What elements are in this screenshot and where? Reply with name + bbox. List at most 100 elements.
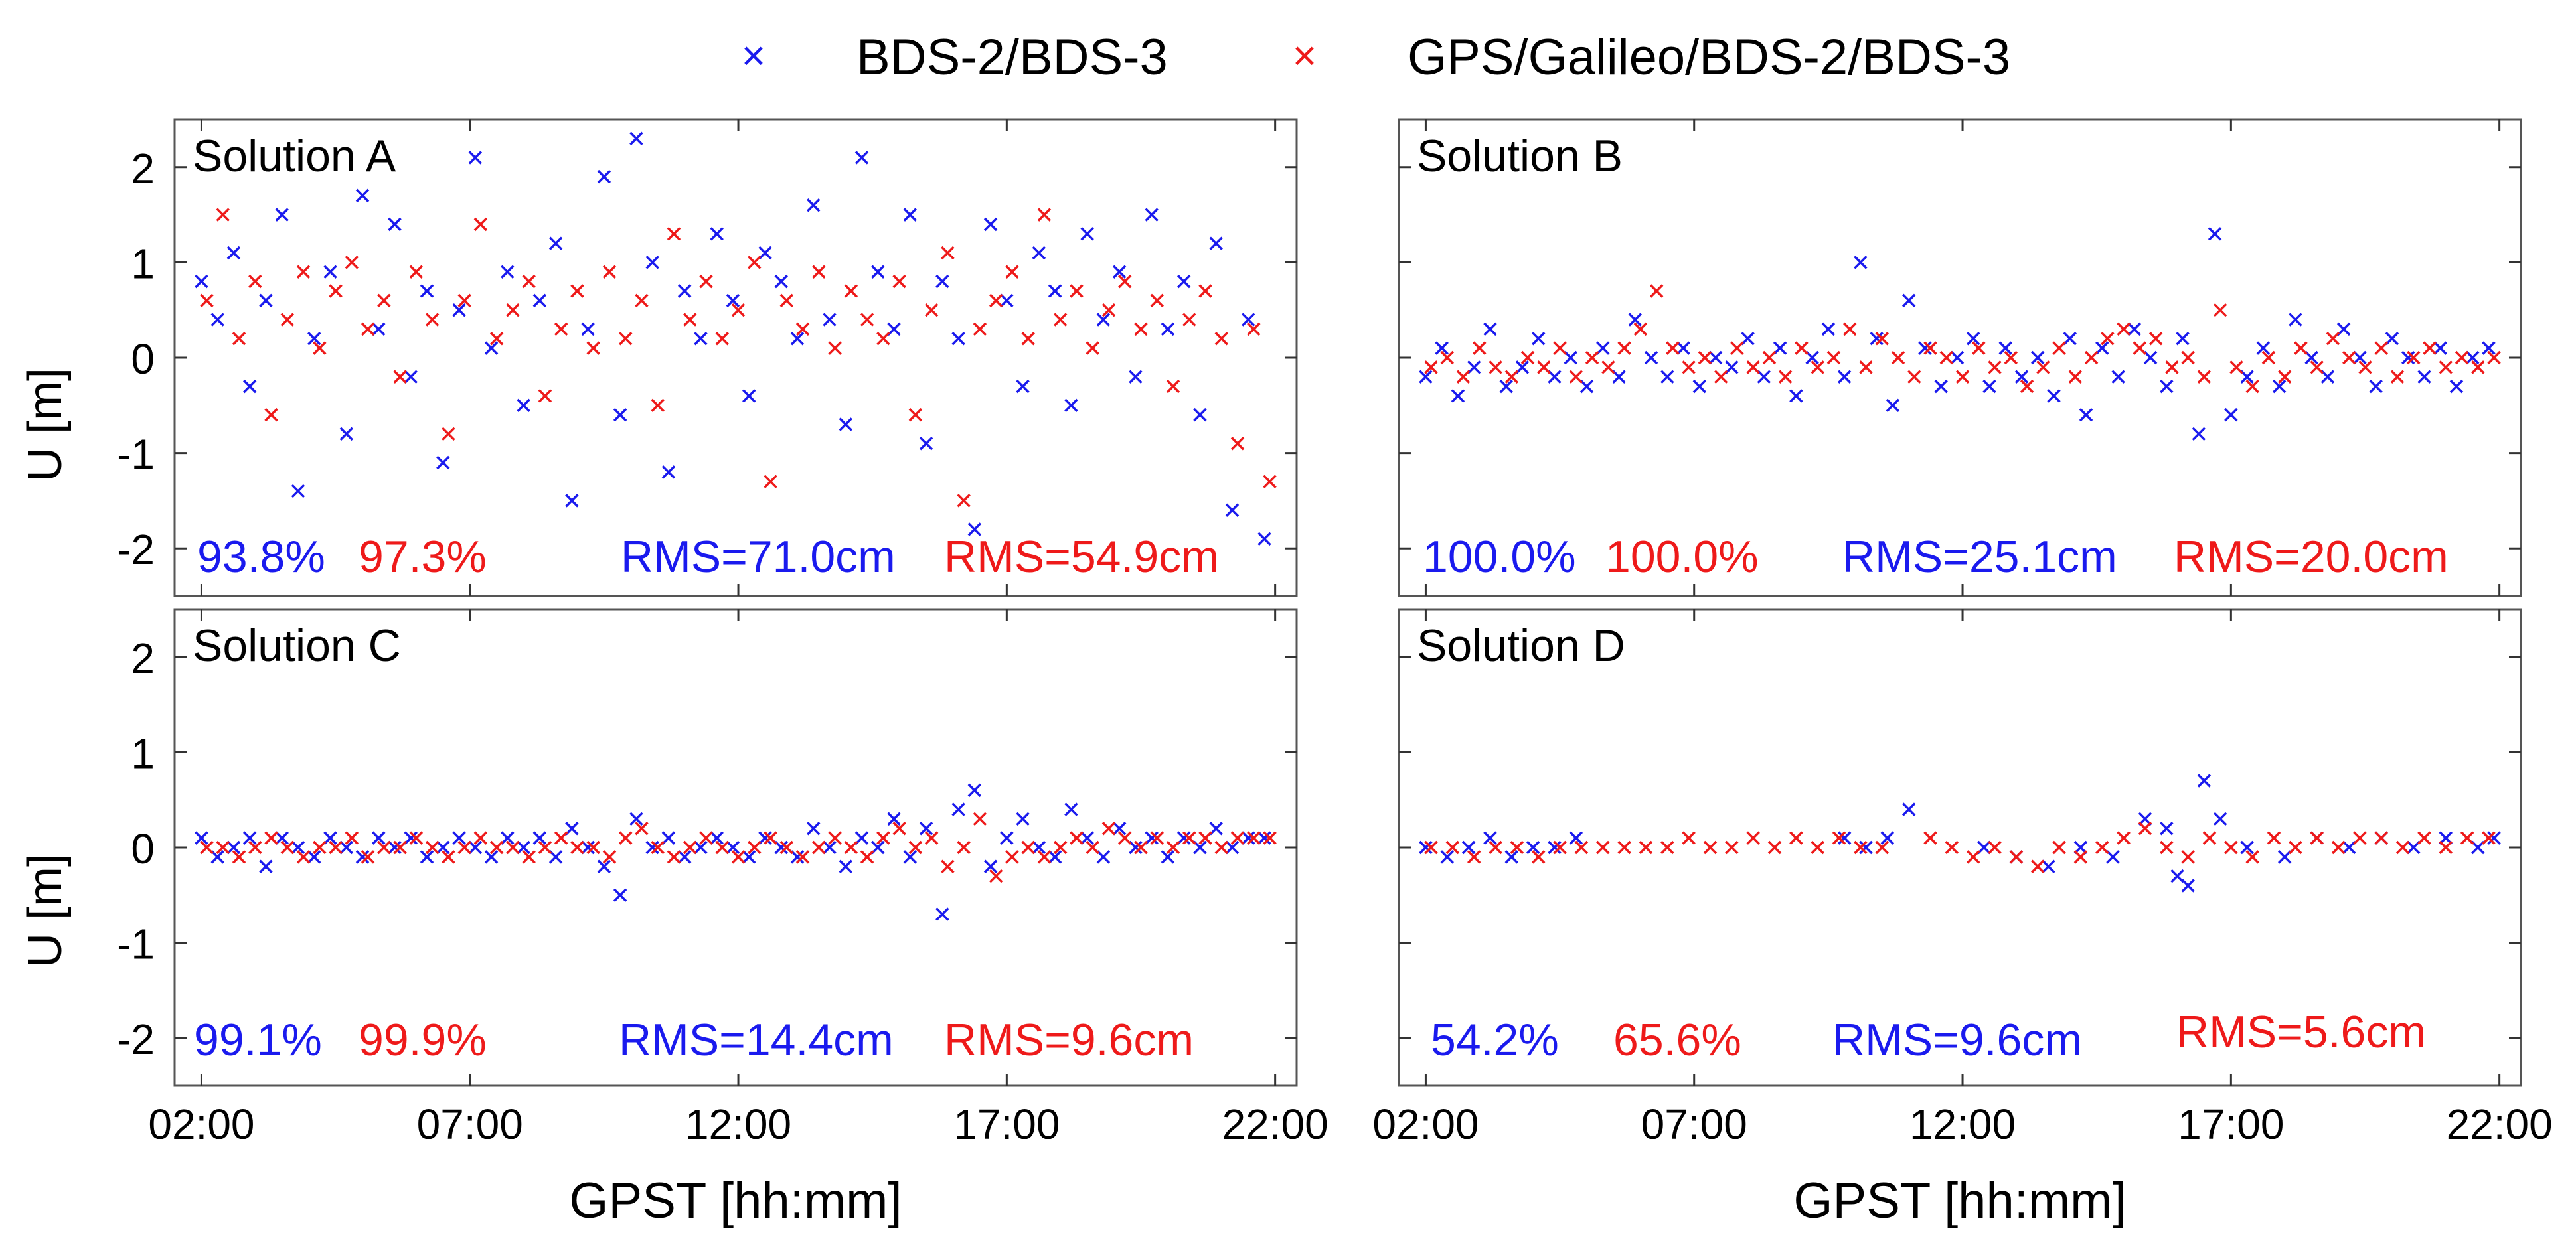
panel-b-avail-bds: 100.0% xyxy=(1423,532,1576,582)
panel-c-point-bds xyxy=(1032,840,1046,855)
panel-c-point-bds xyxy=(967,783,982,798)
panel-b-point-multi xyxy=(2407,350,2421,365)
panel-a-ticks xyxy=(175,119,1297,596)
panel-c-point-bds xyxy=(823,840,837,855)
panel-c-point-bds xyxy=(694,840,708,855)
panel-b-point-multi xyxy=(2020,379,2034,394)
panel-c-point-multi xyxy=(296,850,311,864)
panel-b-point-multi xyxy=(2084,350,2099,365)
panel-b-point-bds xyxy=(2014,370,2029,384)
panel-c-point-multi xyxy=(699,831,713,845)
panel-c-point-multi xyxy=(1118,831,1132,845)
panel-a-point-bds xyxy=(565,494,579,508)
panel-b-point-multi xyxy=(1440,350,1455,365)
panel-b-point-multi xyxy=(1730,341,1744,355)
panel-a-avail-bds: 93.8% xyxy=(197,532,325,582)
panel-c-point-bds xyxy=(1112,822,1127,836)
panel-d-avail-multi: 65.6% xyxy=(1613,1015,1741,1065)
panel-d-point-multi xyxy=(2482,831,2496,845)
panel-c-point-bds xyxy=(242,831,257,845)
panel-d-point-multi xyxy=(1966,850,1980,864)
panel-c-point-bds xyxy=(1080,831,1094,845)
panel-a-point-multi xyxy=(1166,379,1180,394)
panel-b-point-bds xyxy=(2465,350,2480,365)
panel-b-point-multi xyxy=(1456,370,1471,384)
panel-a-point-bds xyxy=(871,265,885,279)
panel-c-point-multi xyxy=(924,831,939,845)
panel-a-point-bds xyxy=(919,437,933,451)
legend-marker-bds: × xyxy=(742,33,765,79)
panel-d-point-bds xyxy=(1569,831,1583,845)
panel-a-point-bds xyxy=(935,274,949,289)
panel-a-point-bds xyxy=(1193,407,1207,422)
panel-d-point-bds xyxy=(1504,850,1519,864)
panel-c-point-bds xyxy=(710,831,724,845)
panel-c-point-multi xyxy=(667,850,681,864)
panel-c-point-multi xyxy=(973,812,987,826)
panel-c-point-multi xyxy=(651,840,665,855)
panel-a-point-multi xyxy=(329,284,343,298)
panel-a-point-bds xyxy=(967,522,982,536)
panel-a-point-multi xyxy=(248,274,262,289)
panel-b-point-bds xyxy=(2385,332,2399,346)
panel-c-point-multi xyxy=(989,869,1003,883)
panel-c-point-multi xyxy=(522,850,536,864)
panel-b-point-bds xyxy=(2256,341,2271,355)
panel-c-point-bds xyxy=(758,831,772,845)
panel-c-point-bds xyxy=(1096,850,1111,864)
panel-c-point-multi xyxy=(313,840,327,855)
panel-b-point-bds xyxy=(2304,350,2318,365)
panel-d-point-bds xyxy=(1977,840,1991,855)
panel-a-ylabel: U [m] xyxy=(19,368,72,482)
panel-a-point-multi xyxy=(216,208,230,222)
panel-a-point-bds xyxy=(355,188,370,203)
panel-c-xtick-label: 07:00 xyxy=(417,1100,523,1148)
panel-d-xtick-labels: 02:00 07:00 12:00 17:00 22:00 xyxy=(1372,1100,2552,1148)
panel-c-point-multi xyxy=(425,840,440,855)
panel-b-point-multi xyxy=(1826,350,1841,365)
panel-b-point-bds xyxy=(2353,350,2367,365)
panel-b-point-multi xyxy=(2165,360,2179,374)
panel-a-point-bds xyxy=(613,407,627,422)
panel-d-point-multi xyxy=(2202,831,2217,845)
panel-a-point-multi xyxy=(699,274,713,289)
panel-c-point-bds xyxy=(613,888,627,903)
panel-d-point-multi xyxy=(1682,831,1696,845)
panel-c-point-bds xyxy=(388,840,402,855)
panel-c-point-bds xyxy=(307,850,321,864)
panel-d-point-multi xyxy=(1617,840,1631,855)
panel-b-point-multi xyxy=(1778,370,1793,384)
panel-d-point-bds xyxy=(2213,812,2227,826)
panel-d-xlabel: GPST [hh:mm] xyxy=(1793,1173,2126,1229)
panel-c-ylabel: U [m] xyxy=(19,853,72,968)
panel-b-point-bds xyxy=(2417,370,2431,384)
panel-a-point-multi xyxy=(1150,293,1164,308)
panel-c-point-multi xyxy=(409,831,424,845)
panel-a-point-bds xyxy=(1096,313,1111,327)
panel-a-point-bds xyxy=(1161,322,1175,336)
panel-c-point-bds xyxy=(661,831,676,845)
panel-c-point-multi xyxy=(473,831,488,845)
panel-d-point-multi xyxy=(2224,840,2238,855)
panel-b-point-bds xyxy=(2111,370,2125,384)
panel-a-point-multi xyxy=(1070,284,1084,298)
panel-d-point-multi xyxy=(2181,850,2195,864)
panel-b-point-bds xyxy=(1918,341,1932,355)
panel-a-point-multi xyxy=(602,265,617,279)
panel-c-point-multi xyxy=(1263,831,1277,845)
panel-b-point-multi xyxy=(1537,360,1551,374)
panel-c-point-bds xyxy=(854,831,869,845)
panel-d-point-multi xyxy=(1875,840,1889,855)
panel-d-point-multi xyxy=(1424,840,1438,855)
panel-c-point-multi xyxy=(1214,840,1229,855)
panel-b-point-bds xyxy=(1821,322,1836,336)
panel-a-point-bds xyxy=(532,293,547,308)
panel-c-point-bds xyxy=(226,840,241,855)
panel-b-point-bds xyxy=(1708,350,1723,365)
panel-b-frame xyxy=(1398,118,2522,597)
legend-item-multi: × GPS/Galileo/BDS-2/BDS-3 xyxy=(1293,29,2010,86)
panel-d-points xyxy=(1419,774,2501,893)
panel-c-point-bds xyxy=(919,822,933,836)
panel-b: Solution B 100.0% 100.0% RMS=25.1cm RMS=… xyxy=(1398,118,2522,597)
panel-a-point-bds xyxy=(839,417,853,431)
